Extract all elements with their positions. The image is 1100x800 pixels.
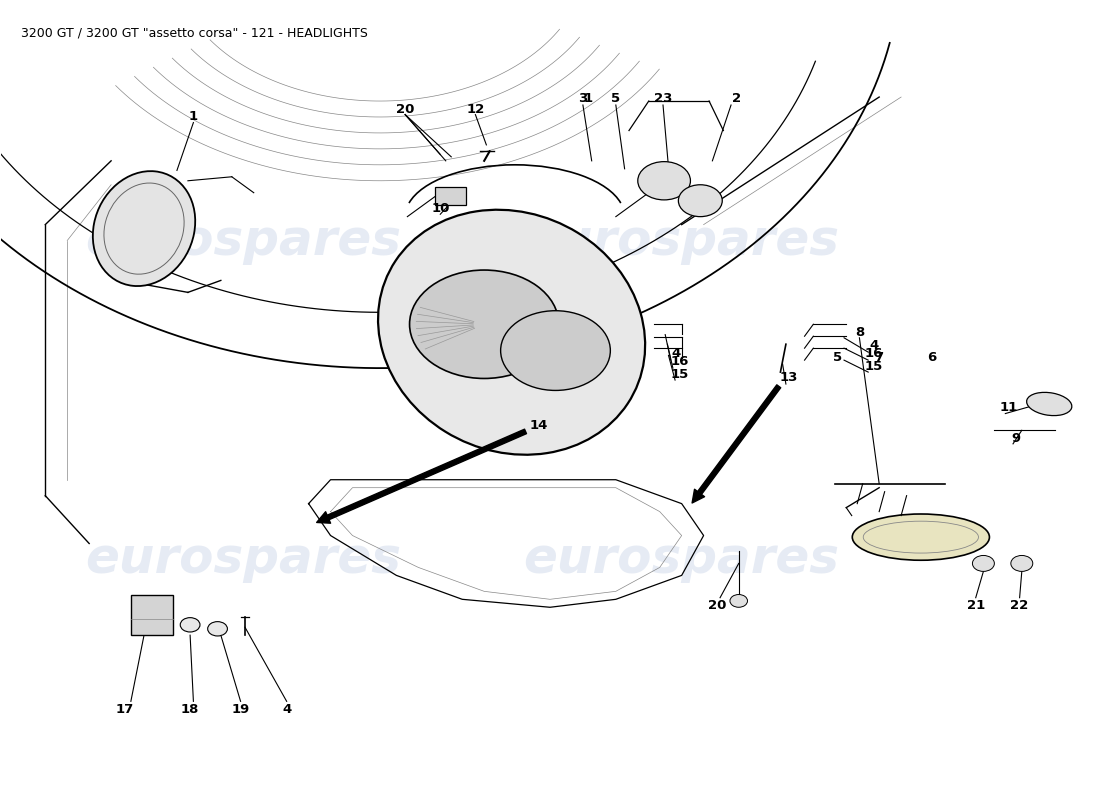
Circle shape [638, 162, 691, 200]
Text: eurospares: eurospares [85, 535, 400, 583]
FancyArrowPatch shape [692, 385, 781, 503]
FancyBboxPatch shape [131, 595, 173, 635]
Text: 4: 4 [282, 703, 292, 716]
Text: 8: 8 [855, 326, 864, 338]
FancyBboxPatch shape [434, 187, 465, 205]
Text: eurospares: eurospares [524, 535, 839, 583]
Ellipse shape [1026, 392, 1071, 416]
Text: 4: 4 [672, 347, 681, 360]
Circle shape [409, 270, 559, 378]
Circle shape [180, 618, 200, 632]
Circle shape [730, 594, 748, 607]
Text: 23: 23 [653, 92, 672, 105]
Ellipse shape [378, 210, 646, 454]
Text: 1: 1 [189, 110, 198, 123]
Text: eurospares: eurospares [85, 217, 400, 265]
Text: 7: 7 [874, 351, 883, 364]
Text: 22: 22 [1011, 599, 1028, 612]
Text: 1: 1 [584, 92, 593, 105]
Text: 18: 18 [180, 703, 199, 716]
Circle shape [679, 185, 723, 217]
FancyArrowPatch shape [317, 429, 527, 523]
Text: 5: 5 [833, 351, 842, 364]
Text: 3200 GT / 3200 GT "assetto corsa" - 121 - HEADLIGHTS: 3200 GT / 3200 GT "assetto corsa" - 121 … [21, 27, 368, 40]
Text: 16: 16 [865, 347, 883, 360]
Text: 21: 21 [967, 599, 984, 612]
Text: 20: 20 [707, 599, 726, 612]
Text: 10: 10 [431, 202, 450, 215]
Text: 4: 4 [869, 339, 878, 352]
Text: 14: 14 [530, 419, 548, 432]
Text: 12: 12 [466, 102, 484, 115]
Text: 5: 5 [612, 92, 620, 105]
Text: 15: 15 [865, 360, 883, 373]
Circle shape [500, 310, 610, 390]
Text: eurospares: eurospares [524, 217, 839, 265]
Text: 6: 6 [927, 351, 936, 364]
Text: 16: 16 [670, 355, 689, 368]
Text: 2: 2 [732, 92, 741, 105]
Text: 3: 3 [579, 92, 587, 105]
Circle shape [1011, 555, 1033, 571]
Text: 11: 11 [1000, 402, 1018, 414]
Circle shape [972, 555, 994, 571]
Text: 13: 13 [780, 371, 799, 384]
Text: 19: 19 [231, 703, 250, 716]
Text: 15: 15 [670, 368, 689, 381]
Text: 9: 9 [1012, 432, 1021, 445]
Text: 20: 20 [396, 102, 415, 115]
Text: 17: 17 [116, 703, 133, 716]
Circle shape [208, 622, 228, 636]
Ellipse shape [852, 514, 989, 560]
Ellipse shape [92, 171, 195, 286]
